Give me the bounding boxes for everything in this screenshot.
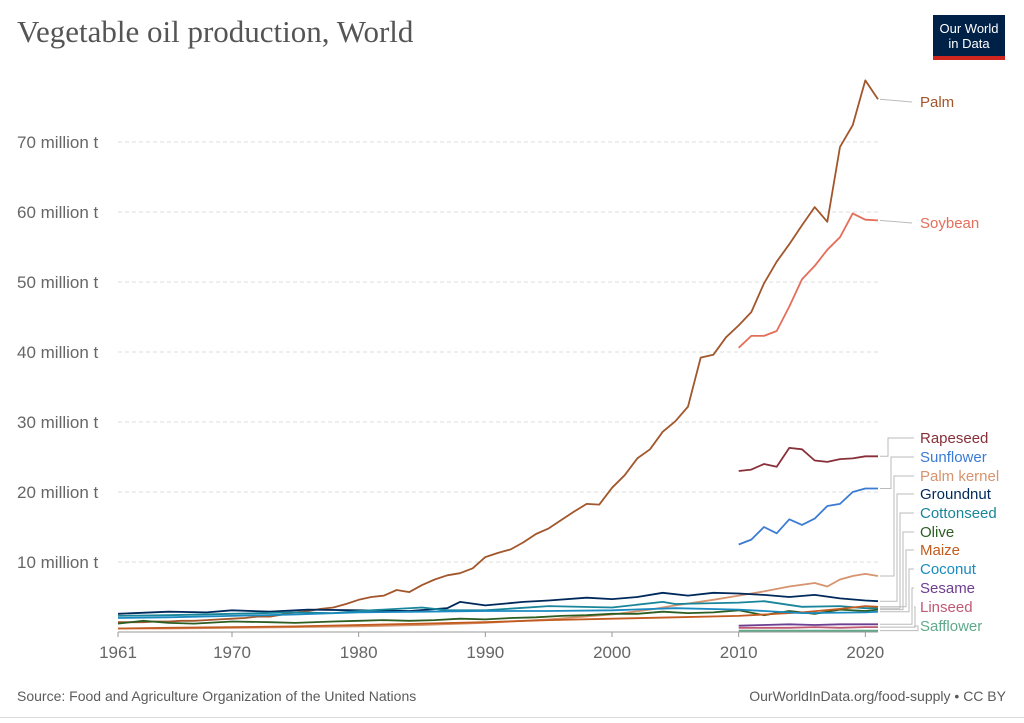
y-tick-label: 20 million t bbox=[17, 483, 99, 502]
x-tick-label: 2000 bbox=[593, 643, 631, 662]
series-line bbox=[118, 573, 879, 630]
source-note: Source: Food and Agriculture Organizatio… bbox=[17, 688, 417, 704]
legend-label: Soybean bbox=[920, 215, 979, 232]
legend-label: Rapeseed bbox=[920, 430, 988, 447]
legend-leader bbox=[880, 549, 914, 608]
series-line bbox=[738, 212, 879, 349]
legend-leader bbox=[880, 625, 919, 632]
legend-label: Groundnut bbox=[920, 486, 992, 503]
y-tick-label: 10 million t bbox=[17, 553, 99, 572]
chart-title: Vegetable oil production, World bbox=[17, 14, 414, 49]
series-line bbox=[738, 623, 878, 627]
series-line bbox=[117, 600, 878, 617]
x-tick-label: 1990 bbox=[466, 643, 504, 662]
gridlines bbox=[118, 141, 878, 563]
y-tick-label: 40 million t bbox=[17, 343, 99, 362]
y-tick-label: 60 million t bbox=[17, 203, 99, 222]
series-line bbox=[117, 605, 879, 630]
legend-label: Maize bbox=[920, 542, 960, 559]
series-line bbox=[738, 626, 878, 629]
series-line bbox=[117, 607, 879, 619]
x-tick-label: 1961 bbox=[99, 643, 137, 662]
x-axis: 1961 1970 1980 1990 2000 2010 2020 bbox=[99, 631, 884, 662]
legend-leader bbox=[880, 456, 914, 489]
legend-leader bbox=[880, 512, 914, 609]
legend-label: Sunflower bbox=[920, 449, 987, 466]
y-tick-label: 50 million t bbox=[17, 273, 99, 292]
series-line bbox=[118, 79, 879, 624]
series-line bbox=[738, 487, 878, 546]
x-tick-label: 1980 bbox=[340, 643, 378, 662]
legend: Palm Soybean Rapeseed Sunflower Palm kernelG… bbox=[879, 94, 999, 635]
legend-label: Cottonseed bbox=[920, 505, 997, 522]
legend-leader bbox=[880, 493, 914, 602]
x-tick-label: 2010 bbox=[720, 643, 758, 662]
legend-label: Coconut bbox=[920, 561, 977, 578]
legend-leader bbox=[879, 219, 913, 224]
credit-link[interactable]: OurWorldInData.org/food-supply • CC BY bbox=[749, 688, 1006, 704]
legend-leader bbox=[880, 568, 914, 613]
legend-leader bbox=[880, 606, 916, 628]
series-line bbox=[117, 591, 879, 615]
legend-leader bbox=[880, 587, 914, 625]
y-axis-labels: 10 million t 20 million t 30 million t 40 m… bbox=[17, 133, 99, 572]
footer-divider bbox=[0, 717, 1024, 718]
legend-label: Sesame bbox=[920, 580, 975, 597]
legend-label: Olive bbox=[920, 524, 954, 541]
x-tick-label: 1970 bbox=[213, 643, 251, 662]
legend-label: Safflower bbox=[920, 618, 982, 635]
legend-leader bbox=[880, 437, 914, 457]
logo-line-1: Our World bbox=[939, 21, 999, 36]
legend-label: Linseed bbox=[920, 599, 973, 616]
x-tick-label: 2020 bbox=[846, 643, 884, 662]
legend-leader bbox=[880, 475, 914, 577]
y-tick-label: 70 million t bbox=[17, 133, 99, 152]
logo-line-2: in Data bbox=[948, 36, 990, 51]
series-line bbox=[738, 447, 878, 472]
legend-leader bbox=[880, 531, 914, 611]
legend-label: Palm bbox=[920, 94, 954, 111]
series-lines bbox=[117, 79, 879, 632]
y-tick-label: 30 million t bbox=[17, 413, 99, 432]
legend-leader bbox=[879, 98, 913, 103]
legend-label: Palm kernel bbox=[920, 468, 999, 485]
owid-logo[interactable]: Our World in Data bbox=[933, 15, 1005, 60]
